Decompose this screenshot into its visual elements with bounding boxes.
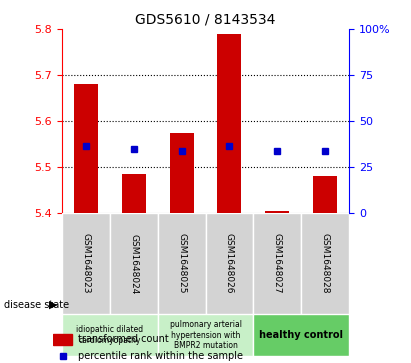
Bar bbox=[217, 34, 241, 213]
Text: transformed count: transformed count bbox=[78, 334, 169, 344]
Bar bbox=[53, 334, 72, 345]
Text: pulmonary arterial
hypertension with
BMPR2 mutation: pulmonary arterial hypertension with BMP… bbox=[169, 320, 242, 350]
Text: GSM1648024: GSM1648024 bbox=[129, 233, 138, 294]
Text: GSM1648027: GSM1648027 bbox=[273, 233, 282, 294]
Text: healthy control: healthy control bbox=[259, 330, 344, 340]
FancyBboxPatch shape bbox=[157, 213, 206, 314]
Text: GSM1648023: GSM1648023 bbox=[81, 233, 90, 294]
Text: GSM1648028: GSM1648028 bbox=[321, 233, 330, 294]
FancyBboxPatch shape bbox=[254, 314, 349, 356]
FancyBboxPatch shape bbox=[254, 213, 301, 314]
Text: percentile rank within the sample: percentile rank within the sample bbox=[78, 351, 243, 361]
Bar bbox=[169, 132, 194, 213]
Text: ▶: ▶ bbox=[49, 300, 58, 310]
FancyBboxPatch shape bbox=[62, 213, 110, 314]
Text: disease state: disease state bbox=[4, 300, 69, 310]
Bar bbox=[122, 174, 145, 213]
FancyBboxPatch shape bbox=[157, 314, 254, 356]
FancyBboxPatch shape bbox=[62, 314, 157, 356]
Bar bbox=[266, 211, 289, 213]
FancyBboxPatch shape bbox=[301, 213, 349, 314]
FancyBboxPatch shape bbox=[110, 213, 157, 314]
Bar bbox=[74, 84, 98, 213]
Text: GSM1648026: GSM1648026 bbox=[225, 233, 234, 294]
FancyBboxPatch shape bbox=[206, 213, 254, 314]
Bar bbox=[313, 176, 337, 213]
Text: idiopathic dilated
cardiomyopathy: idiopathic dilated cardiomyopathy bbox=[76, 325, 143, 345]
Text: GSM1648025: GSM1648025 bbox=[177, 233, 186, 294]
Title: GDS5610 / 8143534: GDS5610 / 8143534 bbox=[135, 12, 276, 26]
